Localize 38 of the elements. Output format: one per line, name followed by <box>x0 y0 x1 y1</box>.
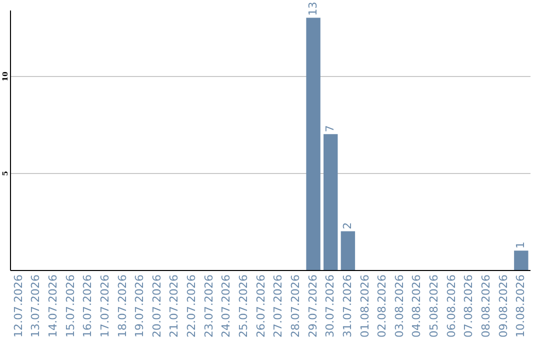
x-tick-label: 01.08.2026 <box>358 274 372 338</box>
x-tick-label: 28.07.2026 <box>288 274 302 338</box>
x-tick-label: 26.07.2026 <box>254 274 268 338</box>
x-tick-label: 23.07.2026 <box>202 274 216 338</box>
x-tick-label: 25.07.2026 <box>237 274 250 338</box>
x-tick-label: 10.08.2026 <box>514 274 528 338</box>
x-tick-label: 14.07.2026 <box>46 274 60 338</box>
bar <box>306 18 320 270</box>
x-tick-label: 20.07.2026 <box>150 274 164 338</box>
x-tick-label: 17.07.2026 <box>98 274 112 338</box>
x-tick-label: 09.08.2026 <box>496 274 510 338</box>
bar <box>324 134 338 270</box>
data-label: 2 <box>340 222 354 230</box>
x-tick-label: 15.07.2026 <box>64 274 77 338</box>
x-tick-label: 18.07.2026 <box>116 274 129 338</box>
x-tick-label: 27.07.2026 <box>272 274 285 338</box>
x-tick-label: 12.07.2026 <box>12 274 25 338</box>
x-tick-label: 21.07.2026 <box>168 274 181 338</box>
x-tick-label: 29.07.2026 <box>306 274 320 338</box>
data-label: 13 <box>306 2 320 16</box>
x-tick-label: 08.08.2026 <box>480 274 493 338</box>
x-tick-label: 22.07.2026 <box>185 274 198 338</box>
x-tick-label: 31.07.2026 <box>340 274 354 338</box>
data-label: 1 <box>514 242 528 249</box>
bar <box>340 231 356 270</box>
x-tick-label: 02.08.2026 <box>376 274 389 338</box>
x-tick-label: 30.07.2026 <box>324 274 337 338</box>
x-tick-label: 04.08.2026 <box>410 274 424 338</box>
x-tick-label: 19.07.2026 <box>133 274 146 338</box>
x-tick-label: 06.08.2026 <box>444 274 458 338</box>
x-tick-label: 13.07.2026 <box>29 274 42 338</box>
data-label: 7 <box>324 125 337 132</box>
x-tick-label: 07.08.2026 <box>462 274 476 338</box>
x-tick-label: 03.08.2026 <box>392 274 406 338</box>
x-tick-label: 24.07.2026 <box>220 274 233 338</box>
x-tick-label: 16.07.2026 <box>81 274 94 338</box>
bar <box>514 250 528 270</box>
x-tick-label: 05.08.2026 <box>428 274 441 338</box>
